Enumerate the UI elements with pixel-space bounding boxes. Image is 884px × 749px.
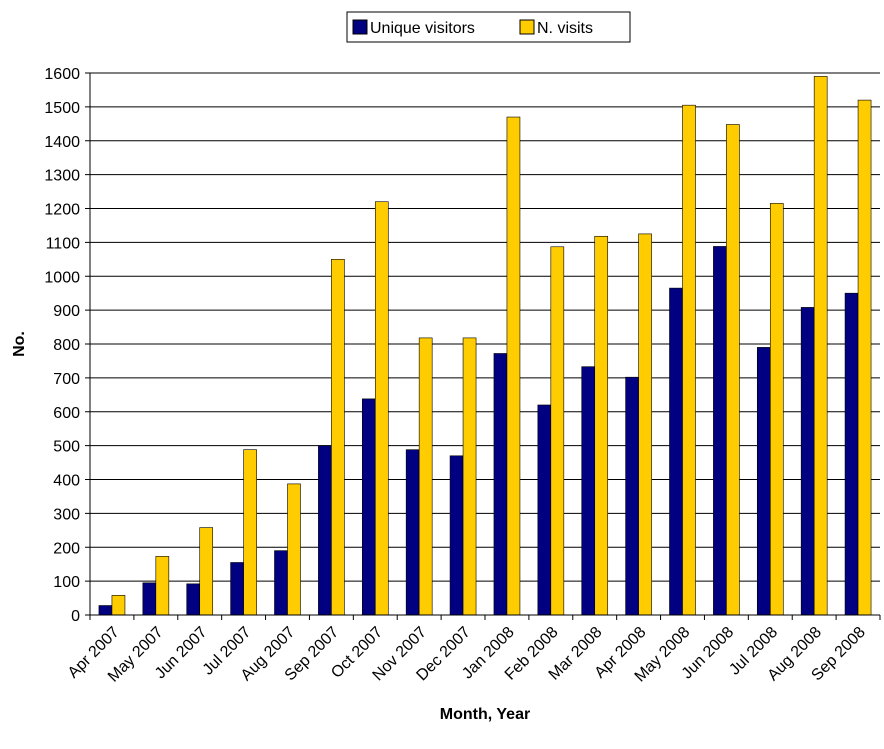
bar-unique-visitors — [756, 347, 771, 616]
y-tick-label: 500 — [53, 439, 80, 456]
bar-n-visits — [550, 246, 565, 616]
axes — [85, 72, 881, 620]
bar-n-visits — [769, 203, 784, 616]
bar-unique-visitors — [405, 449, 420, 616]
bar-unique-visitors — [713, 246, 727, 616]
bar-n-visits — [155, 556, 170, 616]
bar-unique-visitors — [142, 582, 157, 616]
bar-unique-visitors — [361, 398, 376, 616]
legend-box — [346, 11, 631, 43]
legend: Unique visitors N. visits — [346, 11, 631, 43]
y-tick-label: 700 — [53, 371, 80, 388]
bar-n-visits — [462, 337, 477, 616]
y-axis-title: No. — [11, 331, 28, 357]
bar-unique-visitors — [318, 445, 332, 616]
gridlines — [90, 72, 880, 582]
bar-n-visits — [374, 201, 389, 616]
y-tick-label: 400 — [53, 473, 80, 490]
bar-unique-visitors — [449, 455, 464, 616]
y-tick-label: 1300 — [44, 168, 80, 185]
bar-unique-visitors — [669, 287, 683, 616]
y-tick-label: 200 — [53, 540, 80, 557]
x-axis-title: Month, Year — [440, 706, 530, 723]
bar-n-visits — [287, 483, 301, 616]
bar-n-visits — [594, 235, 609, 616]
bar-unique-visitors — [844, 292, 859, 616]
bar-unique-visitors — [493, 353, 508, 616]
bar-n-visits — [243, 449, 257, 616]
bar-n-visits — [199, 527, 214, 616]
bar-unique-visitors — [230, 562, 244, 616]
bar-unique-visitors — [537, 404, 552, 616]
y-tick-labels: 0 100 200 300 400 500 600 700 800 900 1000 1100 1200… — [44, 66, 80, 625]
bar-n-visits — [418, 337, 433, 616]
bar-unique-visitors — [625, 376, 639, 616]
y-tick-label: 1500 — [44, 100, 80, 117]
bar-n-visits — [506, 116, 521, 616]
y-tick-label: 1600 — [44, 66, 80, 83]
y-tick-label: 1100 — [46, 235, 81, 252]
y-tick-label: 800 — [53, 337, 80, 354]
bar-unique-visitors — [800, 307, 815, 616]
bar-unique-visitors — [581, 366, 596, 616]
y-tick-label: 100 — [53, 574, 80, 591]
bar-unique-visitors — [98, 605, 113, 616]
y-tick-label: 900 — [53, 303, 80, 320]
legend-swatch-n-visits — [519, 19, 535, 35]
legend-label-unique-visitors: Unique visitors — [370, 20, 475, 37]
y-tick-label: 1200 — [44, 202, 80, 219]
bar-unique-visitors — [274, 550, 288, 616]
y-tick-label: 600 — [53, 405, 80, 422]
bar-n-visits — [857, 99, 872, 616]
y-tick-label: 0 — [71, 608, 80, 625]
bar-n-visits — [726, 124, 740, 616]
y-tick-label: 300 — [53, 506, 80, 523]
bar-n-visits — [682, 104, 696, 616]
legend-swatch-unique-visitors — [352, 19, 368, 35]
bars — [98, 76, 872, 616]
bar-n-visits — [331, 259, 345, 616]
bar-n-visits — [111, 595, 126, 616]
y-tick-label: 1000 — [44, 269, 80, 286]
bar-unique-visitors — [186, 583, 201, 616]
y-tick-label: 1400 — [44, 134, 80, 151]
bar-n-visits — [813, 76, 828, 616]
legend-label-n-visits: N. visits — [537, 20, 593, 37]
bar-n-visits — [638, 233, 652, 616]
